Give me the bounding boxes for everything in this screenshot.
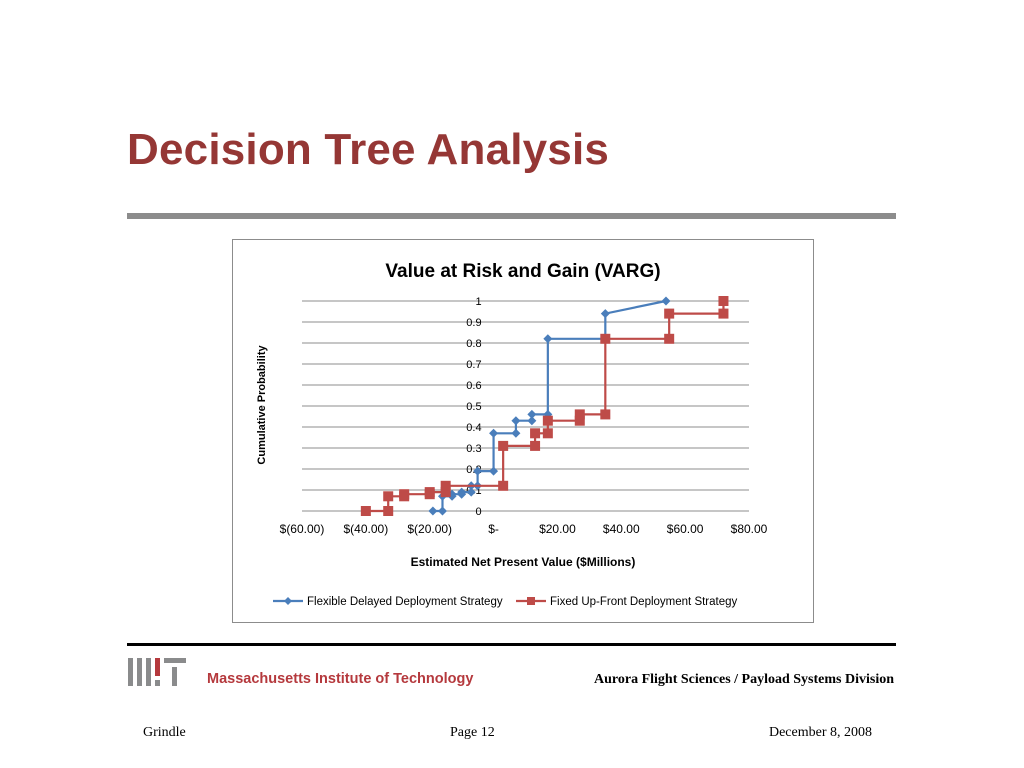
- y-tick-label: 0: [475, 506, 481, 518]
- mit-logo-icon: [128, 658, 186, 686]
- y-tick-label: 0.3: [466, 443, 481, 455]
- data-point-flexible: [466, 487, 476, 497]
- data-point-flexible: [457, 487, 467, 497]
- chart-series: [360, 296, 729, 516]
- data-point-fixed: [530, 440, 541, 451]
- data-point-fixed: [542, 415, 553, 426]
- legend-marker-2: [527, 597, 535, 605]
- data-point-flexible: [511, 416, 521, 426]
- legend-label-2: Fixed Up-Front Deployment Strategy: [550, 596, 738, 608]
- data-point-fixed: [718, 296, 729, 306]
- data-point-flexible: [600, 309, 610, 319]
- x-tick-label: $60.00: [667, 522, 704, 536]
- data-point-flexible: [511, 428, 521, 438]
- footer-divider: [127, 643, 896, 646]
- y-axis-label: Cumulative Probability: [256, 345, 268, 465]
- data-point-fixed: [424, 487, 435, 498]
- data-point-fixed: [664, 308, 675, 319]
- data-point-flexible: [527, 409, 537, 419]
- data-point-fixed: [498, 480, 509, 491]
- data-point-flexible: [428, 506, 438, 516]
- data-point-flexible: [473, 466, 483, 476]
- legend-marker-1: [284, 597, 292, 605]
- data-point-fixed: [574, 409, 585, 420]
- data-point-fixed: [600, 409, 611, 420]
- data-point-fixed: [574, 415, 585, 426]
- varg-chart: Value at Risk and Gain (VARG) 00.10.20.3…: [256, 261, 768, 608]
- data-point-flexible: [437, 506, 447, 516]
- chart-title: Value at Risk and Gain (VARG): [385, 261, 660, 282]
- data-point-fixed: [542, 428, 553, 439]
- x-tick-label: $-: [488, 522, 499, 536]
- y-tick-label: 0.5: [466, 401, 481, 413]
- legend-label-1: Flexible Delayed Deployment Strategy: [307, 596, 503, 608]
- y-tick-label: 0.9: [466, 317, 481, 329]
- y-tick-label: 0.8: [466, 338, 481, 350]
- slide-title: Decision Tree Analysis: [127, 125, 610, 174]
- footer-author: Grindle: [143, 725, 186, 740]
- footer-date: December 8, 2008: [768, 725, 872, 740]
- title-divider: [127, 213, 896, 219]
- x-tick-label: $40.00: [603, 522, 640, 536]
- x-axis-tick-labels: $(60.00) $(40.00) $(20.00) $- $20.00 $40.00 $6…: [280, 522, 768, 536]
- data-point-fixed: [664, 333, 675, 344]
- y-tick-label: 0.6: [466, 380, 481, 392]
- x-tick-label: $80.00: [731, 522, 768, 536]
- x-axis-label: Estimated Net Present Value ($Millions): [411, 555, 636, 569]
- partner-name: Aurora Flight Sciences / Payload Systems…: [594, 672, 894, 687]
- x-tick-label: $(60.00): [280, 522, 325, 536]
- data-point-fixed: [440, 487, 451, 498]
- data-point-fixed: [383, 506, 394, 516]
- x-tick-label: $(40.00): [344, 522, 389, 536]
- data-point-flexible: [489, 428, 499, 438]
- data-point-flexible: [527, 416, 537, 426]
- x-tick-label: $20.00: [539, 522, 576, 536]
- institution-name: Massachusetts Institute of Technology: [207, 671, 474, 687]
- data-point-fixed: [383, 491, 394, 502]
- data-point-flexible: [543, 334, 553, 344]
- footer-page-number: Page 12: [450, 725, 495, 740]
- data-point-fixed: [600, 333, 611, 344]
- chart-gridlines: [302, 300, 749, 512]
- y-tick-label: 0.7: [466, 359, 481, 371]
- data-point-flexible: [661, 296, 671, 306]
- data-point-fixed: [360, 506, 371, 516]
- data-point-fixed: [440, 480, 451, 491]
- y-tick-label: 0.4: [466, 422, 481, 434]
- data-point-fixed: [718, 308, 729, 319]
- data-point-fixed: [399, 489, 410, 500]
- chart-frame: Value at Risk and Gain (VARG) 00.10.20.3…: [232, 239, 814, 623]
- x-tick-label: $(20.00): [407, 522, 452, 536]
- data-point-flexible: [489, 466, 499, 476]
- data-point-fixed: [498, 440, 509, 451]
- chart-legend: Flexible Delayed Deployment Strategy Fixe…: [273, 596, 738, 608]
- y-tick-label: 1: [475, 296, 481, 308]
- data-point-fixed: [530, 428, 541, 439]
